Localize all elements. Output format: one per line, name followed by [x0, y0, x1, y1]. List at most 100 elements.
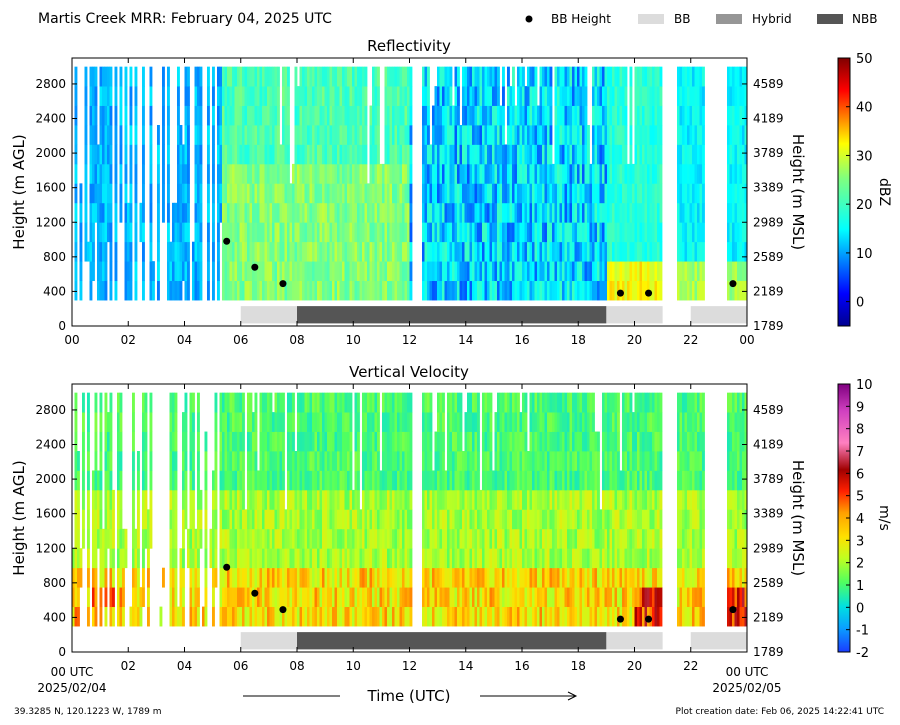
field-cell — [687, 66, 690, 87]
field-cell — [244, 144, 248, 165]
field-cell — [244, 105, 248, 126]
field-cell — [77, 451, 80, 471]
field-cell — [599, 280, 603, 301]
field-cell — [604, 509, 608, 530]
field-cell — [679, 261, 683, 282]
field-cell — [269, 66, 273, 87]
field-cell — [329, 144, 333, 165]
field-cell — [364, 431, 368, 452]
field-cell — [234, 392, 238, 413]
field-cell — [449, 163, 453, 184]
field-cell — [434, 202, 438, 223]
field-cell — [562, 587, 565, 608]
field-cell — [322, 86, 325, 106]
field-cell — [124, 105, 128, 126]
field-cell — [584, 183, 588, 204]
field-cell — [137, 567, 140, 588]
field-cell — [437, 392, 440, 413]
field-cell — [279, 412, 283, 432]
field-cell — [134, 105, 138, 126]
field-cell — [237, 163, 240, 184]
field-cell — [532, 222, 535, 243]
field-cell — [389, 489, 393, 510]
field-cell — [499, 202, 503, 223]
field-cell — [549, 280, 553, 301]
field-cell — [437, 202, 440, 223]
field-cell — [567, 125, 570, 145]
field-cell — [262, 222, 265, 243]
field-cell — [219, 606, 223, 627]
field-cell — [282, 431, 285, 452]
field-cell — [579, 606, 583, 627]
field-cell — [302, 528, 305, 549]
field-cell — [104, 280, 108, 301]
field-cell — [739, 202, 743, 223]
field-cell — [352, 606, 355, 627]
field-cell — [619, 222, 623, 243]
field-cell — [129, 105, 133, 126]
field-cell — [512, 202, 515, 223]
field-cell — [424, 280, 428, 301]
field-cell — [357, 528, 360, 549]
field-cell — [312, 392, 315, 413]
field-cell — [567, 470, 570, 491]
field-cell — [319, 183, 323, 204]
field-cell — [492, 528, 495, 549]
field-cell — [622, 509, 625, 530]
field-cell — [492, 280, 495, 301]
field-cell — [432, 241, 435, 262]
field-cell — [294, 567, 298, 588]
field-cell — [569, 222, 573, 243]
field-cell — [82, 431, 85, 452]
field-cell — [277, 86, 280, 106]
field-cell — [269, 144, 273, 165]
field-cell — [407, 202, 410, 223]
field-cell — [357, 470, 360, 491]
field-cell — [577, 66, 580, 87]
field-cell — [439, 202, 443, 223]
field-cell — [512, 105, 515, 126]
field-cell — [369, 548, 373, 569]
colorbar-label-dbz: dBZ — [876, 178, 892, 206]
field-cell — [737, 261, 740, 282]
field-cell — [294, 528, 298, 549]
field-cell — [382, 280, 385, 301]
field-cell — [222, 587, 225, 608]
field-cell — [397, 587, 400, 608]
field-cell — [617, 431, 620, 452]
field-cell — [299, 183, 303, 204]
field-cell — [249, 86, 253, 106]
field-cell — [384, 587, 388, 608]
field-cell — [242, 567, 245, 588]
field-cell — [74, 587, 78, 608]
field-cell — [324, 451, 328, 471]
field-cell — [287, 86, 290, 106]
field-cell — [344, 241, 348, 262]
field-cell — [397, 183, 400, 204]
field-cell — [537, 587, 540, 608]
field-cell — [349, 548, 353, 569]
field-cell — [394, 606, 398, 627]
field-cell — [529, 280, 533, 301]
field-cell — [587, 509, 590, 530]
field-cell — [554, 144, 558, 165]
field-cell — [344, 222, 348, 243]
field-cell — [92, 241, 95, 262]
field-cell — [402, 241, 405, 262]
field-cell — [367, 392, 370, 413]
field-cell — [572, 470, 575, 491]
field-cell — [739, 105, 743, 126]
field-cell — [287, 606, 290, 627]
field-cell — [434, 489, 438, 510]
field-cell — [482, 163, 485, 184]
field-cell — [224, 606, 228, 627]
field-cell — [339, 606, 343, 627]
field-cell — [619, 202, 623, 223]
field-cell — [152, 280, 155, 301]
field-cell — [107, 470, 110, 491]
field-cell — [602, 183, 605, 204]
field-cell — [729, 125, 733, 145]
field-cell — [269, 567, 273, 588]
field-cell — [369, 412, 373, 432]
field-cell — [484, 509, 488, 530]
